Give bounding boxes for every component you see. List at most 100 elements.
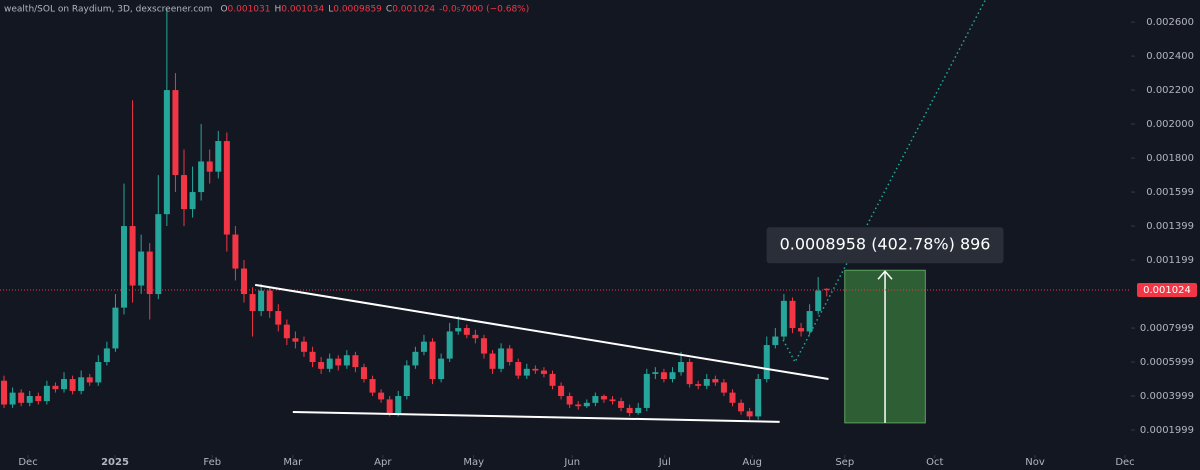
candle-body — [26, 396, 33, 403]
candle-body — [798, 328, 805, 332]
candle-body — [223, 141, 230, 235]
y-tick-label: 0.001599 — [1146, 187, 1194, 198]
candle-body — [618, 401, 625, 408]
candle-body — [249, 294, 256, 312]
candle-body — [506, 348, 513, 363]
change: -0.0₅7000 (−0.68%) — [439, 5, 529, 15]
candle-body — [678, 362, 685, 373]
candle-body — [52, 385, 59, 390]
x-tick-label: Oct — [926, 457, 943, 468]
candle-body — [523, 368, 530, 376]
candle-body — [515, 362, 522, 376]
candle-body — [78, 377, 85, 391]
candle-body — [181, 175, 188, 210]
candle-body — [660, 372, 667, 380]
x-tick-label: Feb — [203, 457, 221, 468]
candle-body — [635, 407, 642, 414]
candle-body — [626, 407, 633, 414]
measure-label: 0.0008958 (402.78%) 896 — [780, 235, 991, 254]
candle-body — [549, 373, 556, 386]
candle-body — [360, 367, 367, 380]
candle-body — [9, 392, 16, 405]
candle-body — [155, 214, 162, 295]
x-tick-label: Sep — [835, 457, 854, 468]
trendline — [254, 283, 829, 381]
axes: 0.0001999 0.0003999 0.0005999 0.0007999 0.00… — [18, 17, 1197, 468]
candle-body — [258, 290, 265, 312]
candle-body — [275, 311, 282, 325]
candle-body — [386, 399, 393, 414]
candle-body — [232, 234, 239, 269]
trendline — [292, 410, 780, 423]
candle-body — [446, 331, 453, 359]
candle-body — [720, 382, 727, 393]
candle-body — [86, 377, 93, 383]
candle-body — [746, 411, 753, 417]
ohlc-key: H — [274, 5, 281, 15]
candle-body — [566, 396, 573, 405]
candle-body — [1, 380, 8, 405]
candle-body — [343, 355, 350, 366]
candle-body — [575, 404, 582, 407]
candle-body — [163, 90, 170, 215]
candle-body — [686, 362, 693, 385]
ohlc-value: 0.001031 — [228, 5, 271, 15]
candle-body — [95, 362, 102, 383]
ohlc-key: L — [328, 5, 333, 15]
x-tick-label: Jul — [658, 457, 671, 468]
candle-body — [266, 290, 273, 312]
candle-body — [292, 338, 299, 342]
candle-body — [206, 161, 213, 172]
header: wealth/SOL on Raydium, 3D, dexscreener.c… — [4, 5, 529, 15]
candle-body — [472, 334, 479, 339]
candle-body — [215, 141, 222, 172]
x-tick-label: Jun — [563, 457, 580, 468]
candle-body — [772, 336, 779, 346]
candle-body — [806, 311, 813, 332]
candle-body — [420, 341, 427, 352]
candle-body — [558, 385, 565, 397]
ohlc-key: C — [386, 5, 392, 15]
candle-body — [823, 288, 830, 290]
candle-body — [729, 392, 736, 403]
ohlc-key: O — [220, 5, 227, 15]
x-tick-label: May — [463, 457, 484, 468]
candle-body — [609, 399, 616, 402]
x-tick-label: 2025 — [101, 457, 129, 468]
candle-body — [438, 358, 445, 380]
candle-body — [412, 351, 419, 366]
candle-body — [652, 372, 659, 374]
x-tick-label: Mar — [283, 457, 303, 468]
candle-body — [318, 362, 325, 369]
y-tick-label: 0.002200 — [1146, 85, 1194, 96]
candle-body — [300, 341, 307, 352]
candle-body — [489, 353, 496, 369]
candle-body — [540, 370, 547, 374]
candle-body — [403, 365, 410, 397]
candle-body — [240, 268, 247, 295]
candle-body — [780, 300, 787, 337]
candle-body — [712, 379, 719, 383]
candle-body — [326, 358, 333, 369]
plot-area: 0.0008958 (402.78%) 896 — [0, 0, 1131, 424]
ohlc-value: 0.0009859 — [333, 5, 382, 15]
candle-body — [335, 358, 342, 366]
candle-body — [695, 384, 702, 386]
candle-body — [532, 368, 539, 371]
measure-label-bg — [766, 227, 1004, 264]
candle-body — [498, 348, 505, 369]
y-tick-label: 0.001399 — [1146, 221, 1194, 232]
candle-body — [429, 341, 436, 380]
chart-title: wealth/SOL on Raydium, 3D, dexscreener.c… — [4, 5, 212, 15]
price-tag — [1137, 282, 1197, 297]
projection-line — [782, 0, 986, 364]
candle-body — [121, 226, 128, 308]
candle-body — [112, 307, 119, 349]
y-tick-label: 0.001199 — [1146, 255, 1194, 266]
candle-body — [283, 324, 290, 339]
measure-arrowhead — [877, 270, 893, 280]
candle-body — [198, 161, 205, 193]
candle-body — [643, 373, 650, 408]
